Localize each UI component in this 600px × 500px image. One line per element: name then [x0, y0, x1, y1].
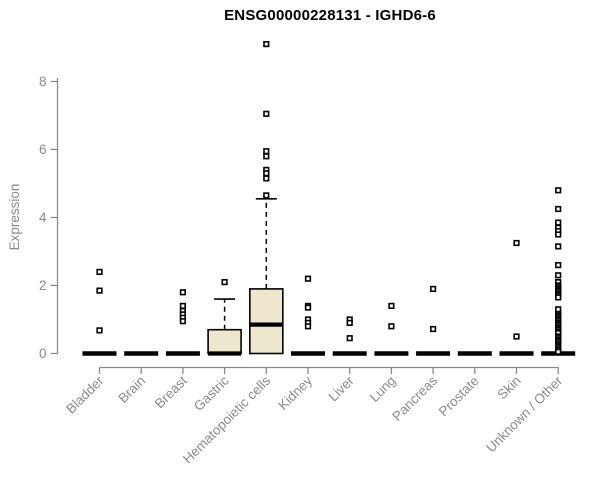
median-line	[165, 351, 200, 356]
x-axis-label-kidney: Kidney	[275, 373, 315, 413]
outlier-point	[513, 333, 520, 340]
outlier-point	[388, 302, 395, 310]
boxplot-lung	[374, 302, 409, 356]
outlier-point	[555, 348, 562, 355]
outlier-point	[388, 323, 395, 330]
outlier-point	[304, 304, 312, 311]
outlier-point	[263, 40, 270, 48]
box-rect	[207, 328, 242, 355]
median-line	[124, 351, 159, 356]
box-rect	[249, 288, 284, 355]
outlier-point	[304, 323, 312, 330]
chart-title: ENSG00000228131 - IGHD6-6	[224, 7, 436, 24]
boxplot-breast	[165, 289, 200, 356]
outlier-point	[555, 219, 562, 226]
outlier-point	[263, 170, 270, 177]
y-axis-tick-label: 8	[39, 74, 47, 89]
outlier-point	[555, 231, 562, 238]
boxplot-pancreas	[416, 285, 451, 356]
boxplot-hematopoietic-cells	[249, 40, 284, 355]
outlier-point	[304, 275, 312, 282]
median-line	[332, 351, 367, 356]
x-axis-label-unknown-other: Unknown / Other	[483, 373, 566, 456]
outlier-point	[555, 243, 562, 250]
x-axis-label-lung: Lung	[367, 373, 399, 405]
outlier-point	[555, 187, 562, 194]
outlier-point	[263, 153, 270, 160]
x-axis-label-breast: Breast	[152, 373, 190, 411]
outlier-point	[429, 325, 437, 333]
boxplot-brain	[124, 351, 159, 356]
x-axis-label-gastric: Gastric	[191, 373, 232, 414]
outlier-point	[263, 175, 270, 182]
y-axis-tick-label: 4	[39, 210, 47, 225]
y-axis-title: Expression	[7, 183, 22, 251]
boxplot-gastric	[207, 278, 242, 356]
x-axis-label-bladder: Bladder	[63, 373, 107, 417]
x-axis-label-skin: Skin	[494, 373, 523, 402]
median-line	[374, 351, 409, 356]
outlier-point	[96, 287, 103, 294]
y-axis-tick-label: 2	[39, 278, 47, 293]
boxplot-bladder	[82, 268, 117, 356]
median-line	[82, 351, 117, 356]
x-axis-label-brain: Brain	[115, 373, 148, 406]
outlier-point	[513, 239, 520, 247]
x-axis-label-liver: Liver	[326, 373, 358, 405]
median-line	[457, 351, 492, 356]
boxplot-kidney	[291, 275, 325, 356]
outlier-point	[555, 306, 562, 313]
x-axis-label-prostate: Prostate	[436, 373, 482, 419]
outlier-point	[263, 148, 270, 155]
median-line	[416, 351, 451, 356]
outlier-point	[263, 110, 270, 117]
outlier-point	[179, 289, 187, 296]
outlier-point	[96, 327, 103, 334]
outlier-point	[346, 335, 353, 342]
outlier-point	[263, 192, 270, 199]
outlier-point	[555, 261, 562, 269]
outlier-point	[555, 205, 562, 213]
outlier-point	[555, 272, 562, 279]
outlier-point	[221, 278, 228, 286]
outlier-point	[96, 268, 103, 276]
boxplot-unknown-other	[541, 187, 576, 356]
y-axis-tick-label: 0	[39, 346, 47, 361]
boxplot-skin	[499, 239, 534, 356]
x-axis-label-pancreas: Pancreas	[389, 373, 440, 424]
boxplot-prostate	[457, 351, 492, 356]
y-axis: 0 2 4 6 8	[39, 74, 59, 361]
boxplot-liver	[332, 316, 367, 356]
outlier-point	[429, 285, 437, 293]
y-axis-tick-label: 6	[39, 142, 47, 157]
outlier-point	[179, 302, 187, 310]
outlier-point	[346, 319, 353, 327]
median-line	[499, 351, 534, 356]
outlier-point	[179, 318, 187, 325]
outlier-point	[555, 294, 562, 301]
median-line	[291, 351, 325, 356]
